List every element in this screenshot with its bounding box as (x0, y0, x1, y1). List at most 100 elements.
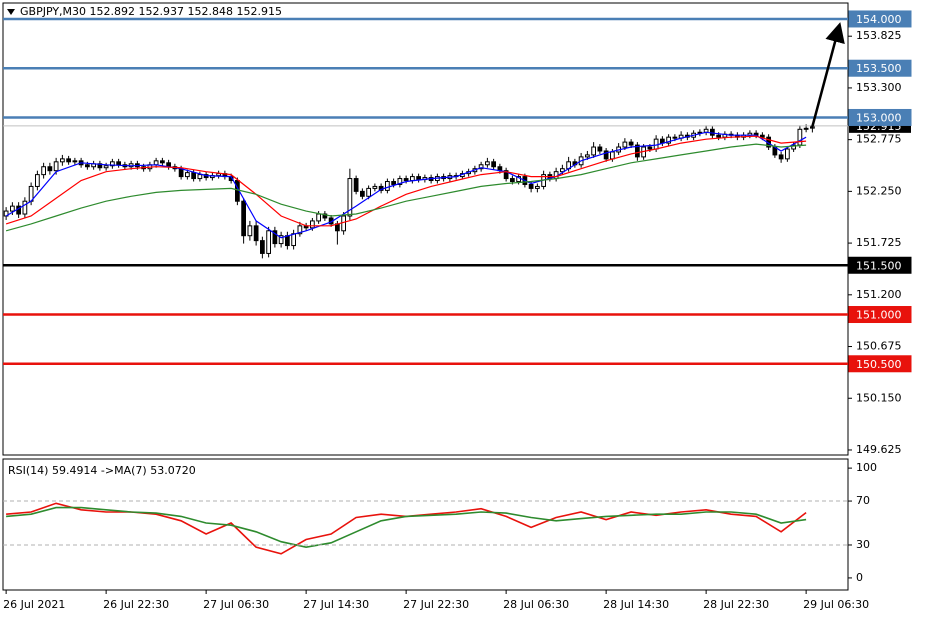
candle-body (622, 141, 628, 148)
level-label: 151.500 (856, 259, 902, 272)
candle-body (778, 154, 784, 160)
candle-body (241, 200, 246, 237)
candle-body (366, 187, 371, 197)
y-tick-label: 100 (856, 461, 877, 474)
candle-body (53, 161, 59, 172)
candle-body (116, 161, 121, 166)
y-tick-label: 152.775 (856, 133, 902, 146)
candle-body (610, 151, 615, 160)
rsi-title: RSI(14) 59.4914 ->MA(7) 53.0720 (8, 464, 196, 477)
x-tick-label: 26 Jul 22:30 (103, 598, 169, 611)
chart-title: GBPJPY,M30 152.892 152.937 152.848 152.9… (20, 5, 282, 18)
level-box (848, 306, 912, 324)
candle-body (478, 164, 484, 170)
candle-body (103, 165, 109, 169)
level-box (848, 355, 912, 373)
y-tick-label: 153.825 (856, 29, 902, 42)
candle-body (153, 160, 159, 166)
candle-body (347, 178, 353, 217)
candle-body (785, 148, 790, 160)
candle-body (716, 134, 721, 138)
candle-body (385, 181, 390, 191)
x-tick-label: 27 Jul 14:30 (303, 598, 369, 611)
candle-body (260, 240, 265, 254)
level-label: 151.000 (856, 309, 902, 322)
candle-body (397, 178, 403, 185)
level-box (848, 59, 912, 77)
y-tick-label: 0 (856, 571, 863, 584)
level-label: 153.000 (856, 111, 902, 124)
candle-body (391, 181, 396, 185)
candle-body (510, 178, 515, 183)
candle-body (666, 136, 671, 144)
series-line (6, 506, 807, 549)
candle-body (591, 146, 596, 156)
x-tick-label: 29 Jul 06:30 (803, 598, 869, 611)
candle-body (485, 161, 490, 166)
y-tick-label: 153.300 (856, 81, 902, 94)
candle-body (403, 178, 409, 182)
candle-body (178, 168, 184, 178)
y-tick-label: 30 (856, 538, 870, 551)
candle-body (10, 205, 15, 212)
series-line (5, 131, 807, 239)
candle-body (35, 174, 40, 187)
axes: 153.825 153.300 152.775 152.250 151.725 151.2… (3, 10, 912, 611)
candle-body (66, 158, 71, 163)
candle-body (285, 235, 290, 247)
candle-body (535, 185, 540, 189)
price-plot (3, 17, 848, 366)
candle-body (297, 225, 303, 235)
candle-body (47, 166, 53, 172)
candle-body (603, 150, 609, 160)
candle-body (503, 170, 509, 180)
candle-body (185, 172, 190, 178)
candle-body (653, 138, 659, 150)
candle-body (160, 160, 165, 164)
rsi-panel (2, 458, 849, 591)
candle-body (110, 161, 115, 167)
candle-body (803, 127, 809, 130)
candle-body (247, 225, 253, 237)
level-label: 153.500 (856, 62, 902, 75)
candle-body (560, 168, 565, 173)
candle-body (797, 128, 803, 146)
y-tick-label: 151.200 (856, 288, 902, 301)
candle-body (266, 230, 271, 254)
candle-body (791, 144, 796, 150)
y-tick-label: 149.625 (856, 443, 902, 456)
rsi-plot (3, 500, 848, 555)
candle-body (597, 146, 603, 152)
level-label: 150.500 (856, 358, 902, 371)
candle-body (322, 213, 328, 219)
x-tick-label: 28 Jul 22:30 (703, 598, 769, 611)
candle-body (710, 128, 715, 136)
x-tick-label: 28 Jul 06:30 (503, 598, 569, 611)
x-tick-label: 28 Jul 14:30 (603, 598, 669, 611)
price-panel (2, 2, 849, 456)
y-tick-label: 70 (856, 494, 870, 507)
symbol-menu-icon (7, 9, 15, 15)
candle-body (360, 190, 365, 197)
candle-body (528, 183, 534, 189)
candle-body (635, 144, 640, 158)
level-label: 154.000 (856, 13, 902, 26)
candle-body (760, 134, 765, 138)
series-line (5, 143, 807, 232)
candle-body (316, 213, 321, 222)
level-box (848, 10, 912, 28)
candle-body (372, 185, 378, 189)
candle-body (272, 230, 278, 245)
candle-body (85, 164, 90, 168)
y-tick-label: 151.725 (856, 236, 902, 249)
y-tick-label: 150.675 (856, 340, 902, 353)
candle-body (353, 178, 359, 192)
candle-body (216, 173, 221, 177)
candle-body (22, 200, 28, 215)
candle-body (416, 176, 421, 181)
candle-body (410, 176, 415, 182)
candle-body (491, 161, 496, 168)
x-tick-label: 27 Jul 06:30 (203, 598, 269, 611)
candle-body (60, 158, 65, 163)
